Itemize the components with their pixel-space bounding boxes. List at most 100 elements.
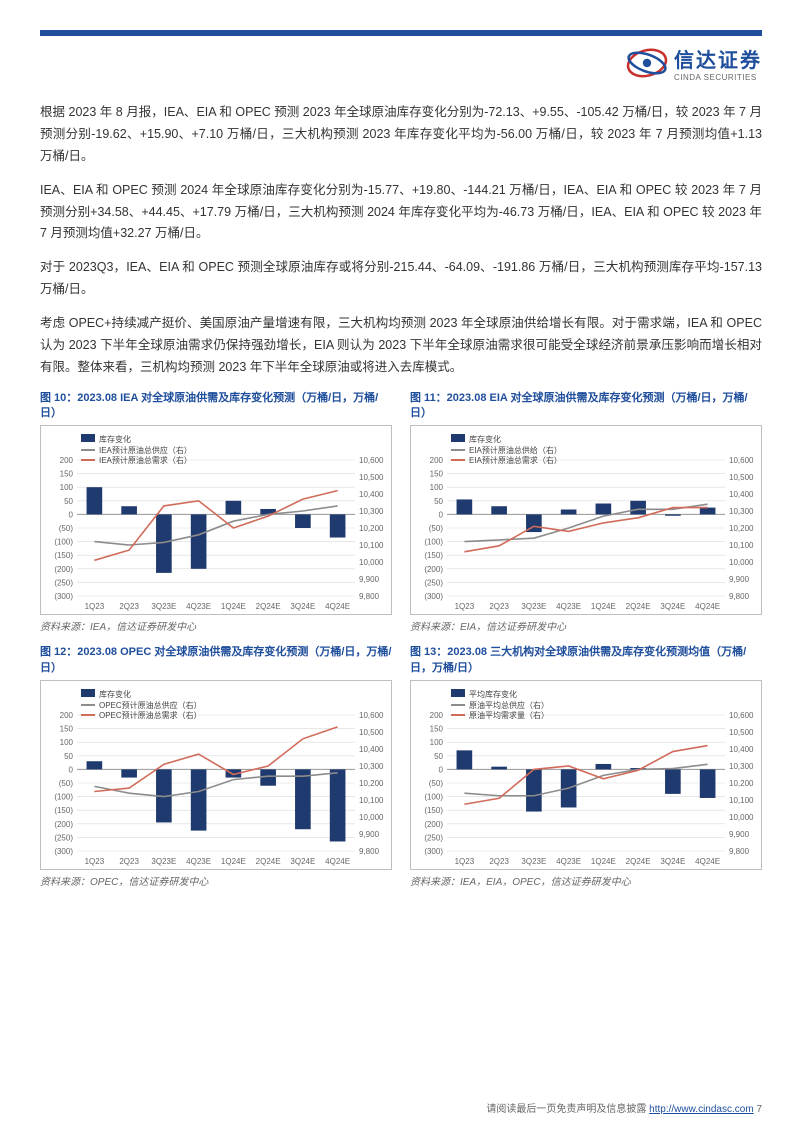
svg-text:IEA预计原油总供应（右）: IEA预计原油总供应（右）	[99, 445, 192, 455]
svg-text:(100): (100)	[54, 538, 73, 547]
svg-text:4Q23E: 4Q23E	[186, 857, 211, 866]
svg-text:3Q23E: 3Q23E	[521, 602, 546, 611]
footer-page-number: 7	[756, 1104, 762, 1115]
paragraph-3: 对于 2023Q3，IEA、EIA 和 OPEC 预测全球原油库存或将分别-21…	[40, 257, 762, 301]
svg-text:1Q24E: 1Q24E	[221, 602, 246, 611]
svg-text:(150): (150)	[424, 806, 443, 815]
svg-text:(250): (250)	[54, 579, 73, 588]
svg-text:3Q24E: 3Q24E	[660, 602, 685, 611]
footer-link[interactable]: http://www.cindasc.com	[649, 1104, 753, 1115]
svg-text:10,200: 10,200	[359, 524, 384, 533]
svg-text:10,300: 10,300	[729, 762, 754, 771]
paragraph-1: 根据 2023 年 8 月报，IEA、EIA 和 OPEC 预测 2023 年全…	[40, 102, 762, 168]
svg-text:4Q24E: 4Q24E	[695, 602, 720, 611]
svg-text:200: 200	[60, 456, 74, 465]
footer-disclaimer: 请阅读最后一页免责声明及信息披露	[486, 1104, 649, 1115]
svg-text:50: 50	[434, 752, 443, 761]
svg-text:10,300: 10,300	[359, 762, 384, 771]
svg-text:10,200: 10,200	[729, 779, 754, 788]
svg-text:4Q23E: 4Q23E	[556, 602, 581, 611]
svg-text:OPEC预计原油总需求（右）: OPEC预计原油总需求（右）	[99, 710, 202, 720]
svg-text:10,000: 10,000	[359, 813, 384, 822]
svg-text:1Q23: 1Q23	[85, 602, 105, 611]
svg-text:(200): (200)	[54, 820, 73, 829]
brand-logo-icon	[626, 42, 668, 84]
svg-text:200: 200	[60, 711, 74, 720]
svg-text:0: 0	[439, 766, 444, 775]
chart-13-canvas: (300)(250)(200)(150)(100)(50)05010015020…	[410, 680, 762, 870]
svg-text:原油平均总供应（右）: 原油平均总供应（右）	[469, 700, 549, 710]
svg-text:库存变化: 库存变化	[99, 434, 131, 444]
svg-text:10,100: 10,100	[359, 796, 384, 805]
svg-text:2Q24E: 2Q24E	[256, 857, 281, 866]
svg-text:10,600: 10,600	[359, 456, 384, 465]
svg-text:2Q24E: 2Q24E	[626, 857, 651, 866]
chart-12-block: 图 12：2023.08 OPEC 对全球原油供需及库存变化预测（万桶/日，万桶…	[40, 645, 392, 888]
svg-text:(300): (300)	[54, 847, 73, 856]
svg-text:2Q24E: 2Q24E	[256, 602, 281, 611]
svg-text:10,400: 10,400	[359, 745, 384, 754]
svg-text:0: 0	[69, 511, 74, 520]
svg-text:2Q23: 2Q23	[489, 857, 509, 866]
svg-text:9,900: 9,900	[359, 830, 380, 839]
svg-text:100: 100	[430, 484, 444, 493]
svg-text:50: 50	[64, 752, 73, 761]
svg-text:(100): (100)	[424, 538, 443, 547]
chart-12-source: 资料来源：OPEC，信达证券研发中心	[40, 873, 392, 888]
svg-text:50: 50	[64, 497, 73, 506]
svg-text:9,800: 9,800	[359, 592, 380, 601]
chart-12-title: 图 12：2023.08 OPEC 对全球原油供需及库存变化预测（万桶/日，万桶…	[40, 645, 392, 676]
brand-name-en: CINDA SECURITIES	[674, 73, 762, 82]
svg-text:1Q23: 1Q23	[455, 602, 475, 611]
svg-text:10,100: 10,100	[359, 541, 384, 550]
svg-text:10,400: 10,400	[729, 745, 754, 754]
svg-text:0: 0	[69, 766, 74, 775]
svg-text:200: 200	[430, 456, 444, 465]
svg-text:9,900: 9,900	[359, 575, 380, 584]
svg-text:100: 100	[60, 738, 74, 747]
svg-text:原油平均需求量（右）: 原油平均需求量（右）	[469, 710, 549, 720]
svg-text:(200): (200)	[54, 565, 73, 574]
header: 信达证券 CINDA SECURITIES	[40, 42, 762, 84]
svg-text:库存变化: 库存变化	[469, 434, 501, 444]
svg-text:100: 100	[430, 738, 444, 747]
paragraph-2: IEA、EIA 和 OPEC 预测 2024 年全球原油库存变化分别为-15.7…	[40, 180, 762, 246]
svg-text:2Q24E: 2Q24E	[626, 602, 651, 611]
svg-text:3Q24E: 3Q24E	[290, 857, 315, 866]
svg-text:平均库存变化: 平均库存变化	[469, 689, 517, 699]
svg-text:(250): (250)	[424, 834, 443, 843]
svg-text:3Q24E: 3Q24E	[290, 602, 315, 611]
chart-11-source: 资料来源：EIA，信达证券研发中心	[410, 618, 762, 633]
paragraph-4: 考虑 OPEC+持续减产挺价、美国原油产量增速有限，三大机构均预测 2023 年…	[40, 313, 762, 379]
svg-text:10,600: 10,600	[729, 711, 754, 720]
svg-text:10,200: 10,200	[359, 779, 384, 788]
svg-text:1Q23: 1Q23	[455, 857, 475, 866]
svg-text:9,900: 9,900	[729, 575, 750, 584]
brand-name-cn: 信达证券	[674, 44, 762, 73]
svg-text:(300): (300)	[424, 847, 443, 856]
chart-10-canvas: (300)(250)(200)(150)(100)(50)05010015020…	[40, 425, 392, 615]
svg-text:3Q24E: 3Q24E	[660, 857, 685, 866]
svg-text:4Q24E: 4Q24E	[325, 602, 350, 611]
svg-text:(50): (50)	[429, 524, 444, 533]
chart-12-canvas: (300)(250)(200)(150)(100)(50)05010015020…	[40, 680, 392, 870]
chart-13-source: 资料来源：IEA，EIA，OPEC，信达证券研发中心	[410, 873, 762, 888]
svg-text:4Q24E: 4Q24E	[325, 857, 350, 866]
svg-text:3Q23E: 3Q23E	[521, 857, 546, 866]
svg-text:3Q23E: 3Q23E	[151, 602, 176, 611]
svg-text:10,000: 10,000	[359, 558, 384, 567]
svg-text:10,300: 10,300	[359, 507, 384, 516]
chart-11-block: 图 11：2023.08 EIA 对全球原油供需及库存变化预测（万桶/日，万桶/…	[410, 391, 762, 634]
svg-text:200: 200	[430, 711, 444, 720]
chart-13-block: 图 13：2023.08 三大机构对全球原油供需及库存变化预测均值（万桶/日，万…	[410, 645, 762, 888]
svg-text:1Q23: 1Q23	[85, 857, 105, 866]
svg-text:0: 0	[439, 511, 444, 520]
svg-text:1Q24E: 1Q24E	[591, 857, 616, 866]
chart-10-source: 资料来源：IEA，信达证券研发中心	[40, 618, 392, 633]
svg-text:9,800: 9,800	[729, 592, 750, 601]
svg-text:(100): (100)	[424, 793, 443, 802]
svg-text:4Q23E: 4Q23E	[186, 602, 211, 611]
svg-text:10,000: 10,000	[729, 813, 754, 822]
svg-text:(200): (200)	[424, 565, 443, 574]
svg-text:4Q23E: 4Q23E	[556, 857, 581, 866]
